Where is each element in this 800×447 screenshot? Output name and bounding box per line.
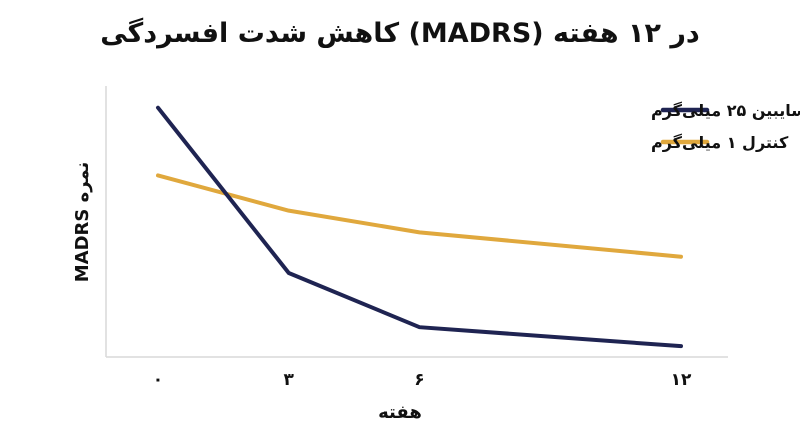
legend-label-1: کنترل ۱ میلی‌گرم <box>651 133 789 152</box>
series-line-0 <box>156 105 683 349</box>
x-tick-label: ۱۲ <box>671 370 692 390</box>
legend: سیلوسایبین ۲۵ میلی‌گرم کنترل ۱ میلی‌گرم <box>651 101 800 152</box>
x-tick-label: ۶ <box>414 370 424 390</box>
x-tick-layer: ۰ ۳ ۶ ۱۲ <box>153 370 692 390</box>
y-axis-label: نمره MADRS <box>72 162 93 283</box>
series-layer <box>156 105 683 349</box>
legend-label-0: سیلوسایبین ۲۵ میلی‌گرم <box>651 101 800 120</box>
x-tick-label: ۰ <box>153 370 163 390</box>
series-line-1 <box>156 173 683 259</box>
x-tick-label: ۳ <box>284 370 295 390</box>
chart-title: کاهش شدت افسردگی (MADRS) در ۱۲ هفته <box>100 18 700 49</box>
x-axis-label: هفته <box>378 402 422 423</box>
